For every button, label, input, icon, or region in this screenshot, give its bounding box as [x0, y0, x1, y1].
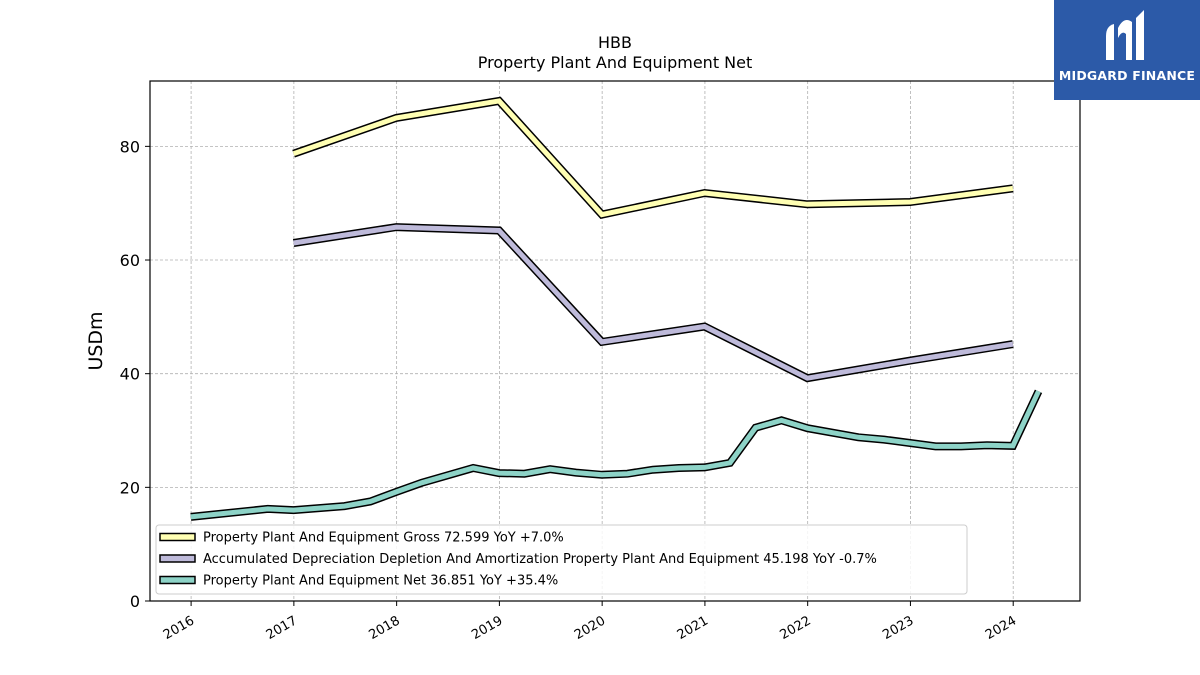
x-tick-label: 2024	[983, 613, 1019, 643]
legend-swatch	[159, 532, 196, 542]
y-tick-label: 40	[120, 365, 140, 384]
legend-swatch	[159, 554, 196, 563]
series-1-line	[292, 98, 1014, 218]
y-tick-label: 20	[120, 478, 140, 497]
y-tick-label: 80	[120, 137, 140, 156]
series-3-outline	[190, 389, 1043, 521]
chart-title: HBB	[598, 33, 632, 52]
series-2-line	[293, 224, 1014, 381]
logo-text: MIDGARD FINANCE	[1058, 68, 1196, 83]
x-tick-label: 2022	[778, 613, 814, 643]
midgard-logo-icon	[1106, 10, 1144, 60]
midgard-finance-logo: MIDGARD FINANCE	[1054, 0, 1200, 100]
y-tick-label: 60	[120, 251, 140, 270]
x-tick-label: 2020	[572, 613, 608, 643]
y-tick-label: 0	[130, 592, 140, 611]
x-tick-label: 2018	[366, 613, 402, 643]
y-axis-label: USDm	[85, 311, 107, 370]
series-3-line	[190, 390, 1041, 520]
x-tick-label: 2019	[469, 613, 505, 643]
x-tick-label: 2021	[675, 613, 711, 643]
legend-entry: Accumulated Depreciation Depletion And A…	[203, 552, 877, 567]
legend-entry: Property Plant And Equipment Net 36.851 …	[203, 574, 558, 589]
series-layer	[190, 96, 1043, 521]
legend: Property Plant And Equipment Gross 72.59…	[155, 524, 968, 595]
series-2-outline	[292, 223, 1014, 383]
grid	[150, 81, 1080, 602]
chart-subtitle: Property Plant And Equipment Net	[478, 53, 753, 72]
plot-frame	[149, 80, 1081, 602]
x-tick-label: 2023	[880, 613, 916, 643]
x-tick-label: 2016	[161, 613, 197, 643]
legend-box	[155, 524, 968, 595]
legend-swatch	[159, 575, 196, 585]
x-tick-label: 2017	[264, 613, 300, 643]
legend-entry: Property Plant And Equipment Gross 72.59…	[203, 531, 564, 546]
